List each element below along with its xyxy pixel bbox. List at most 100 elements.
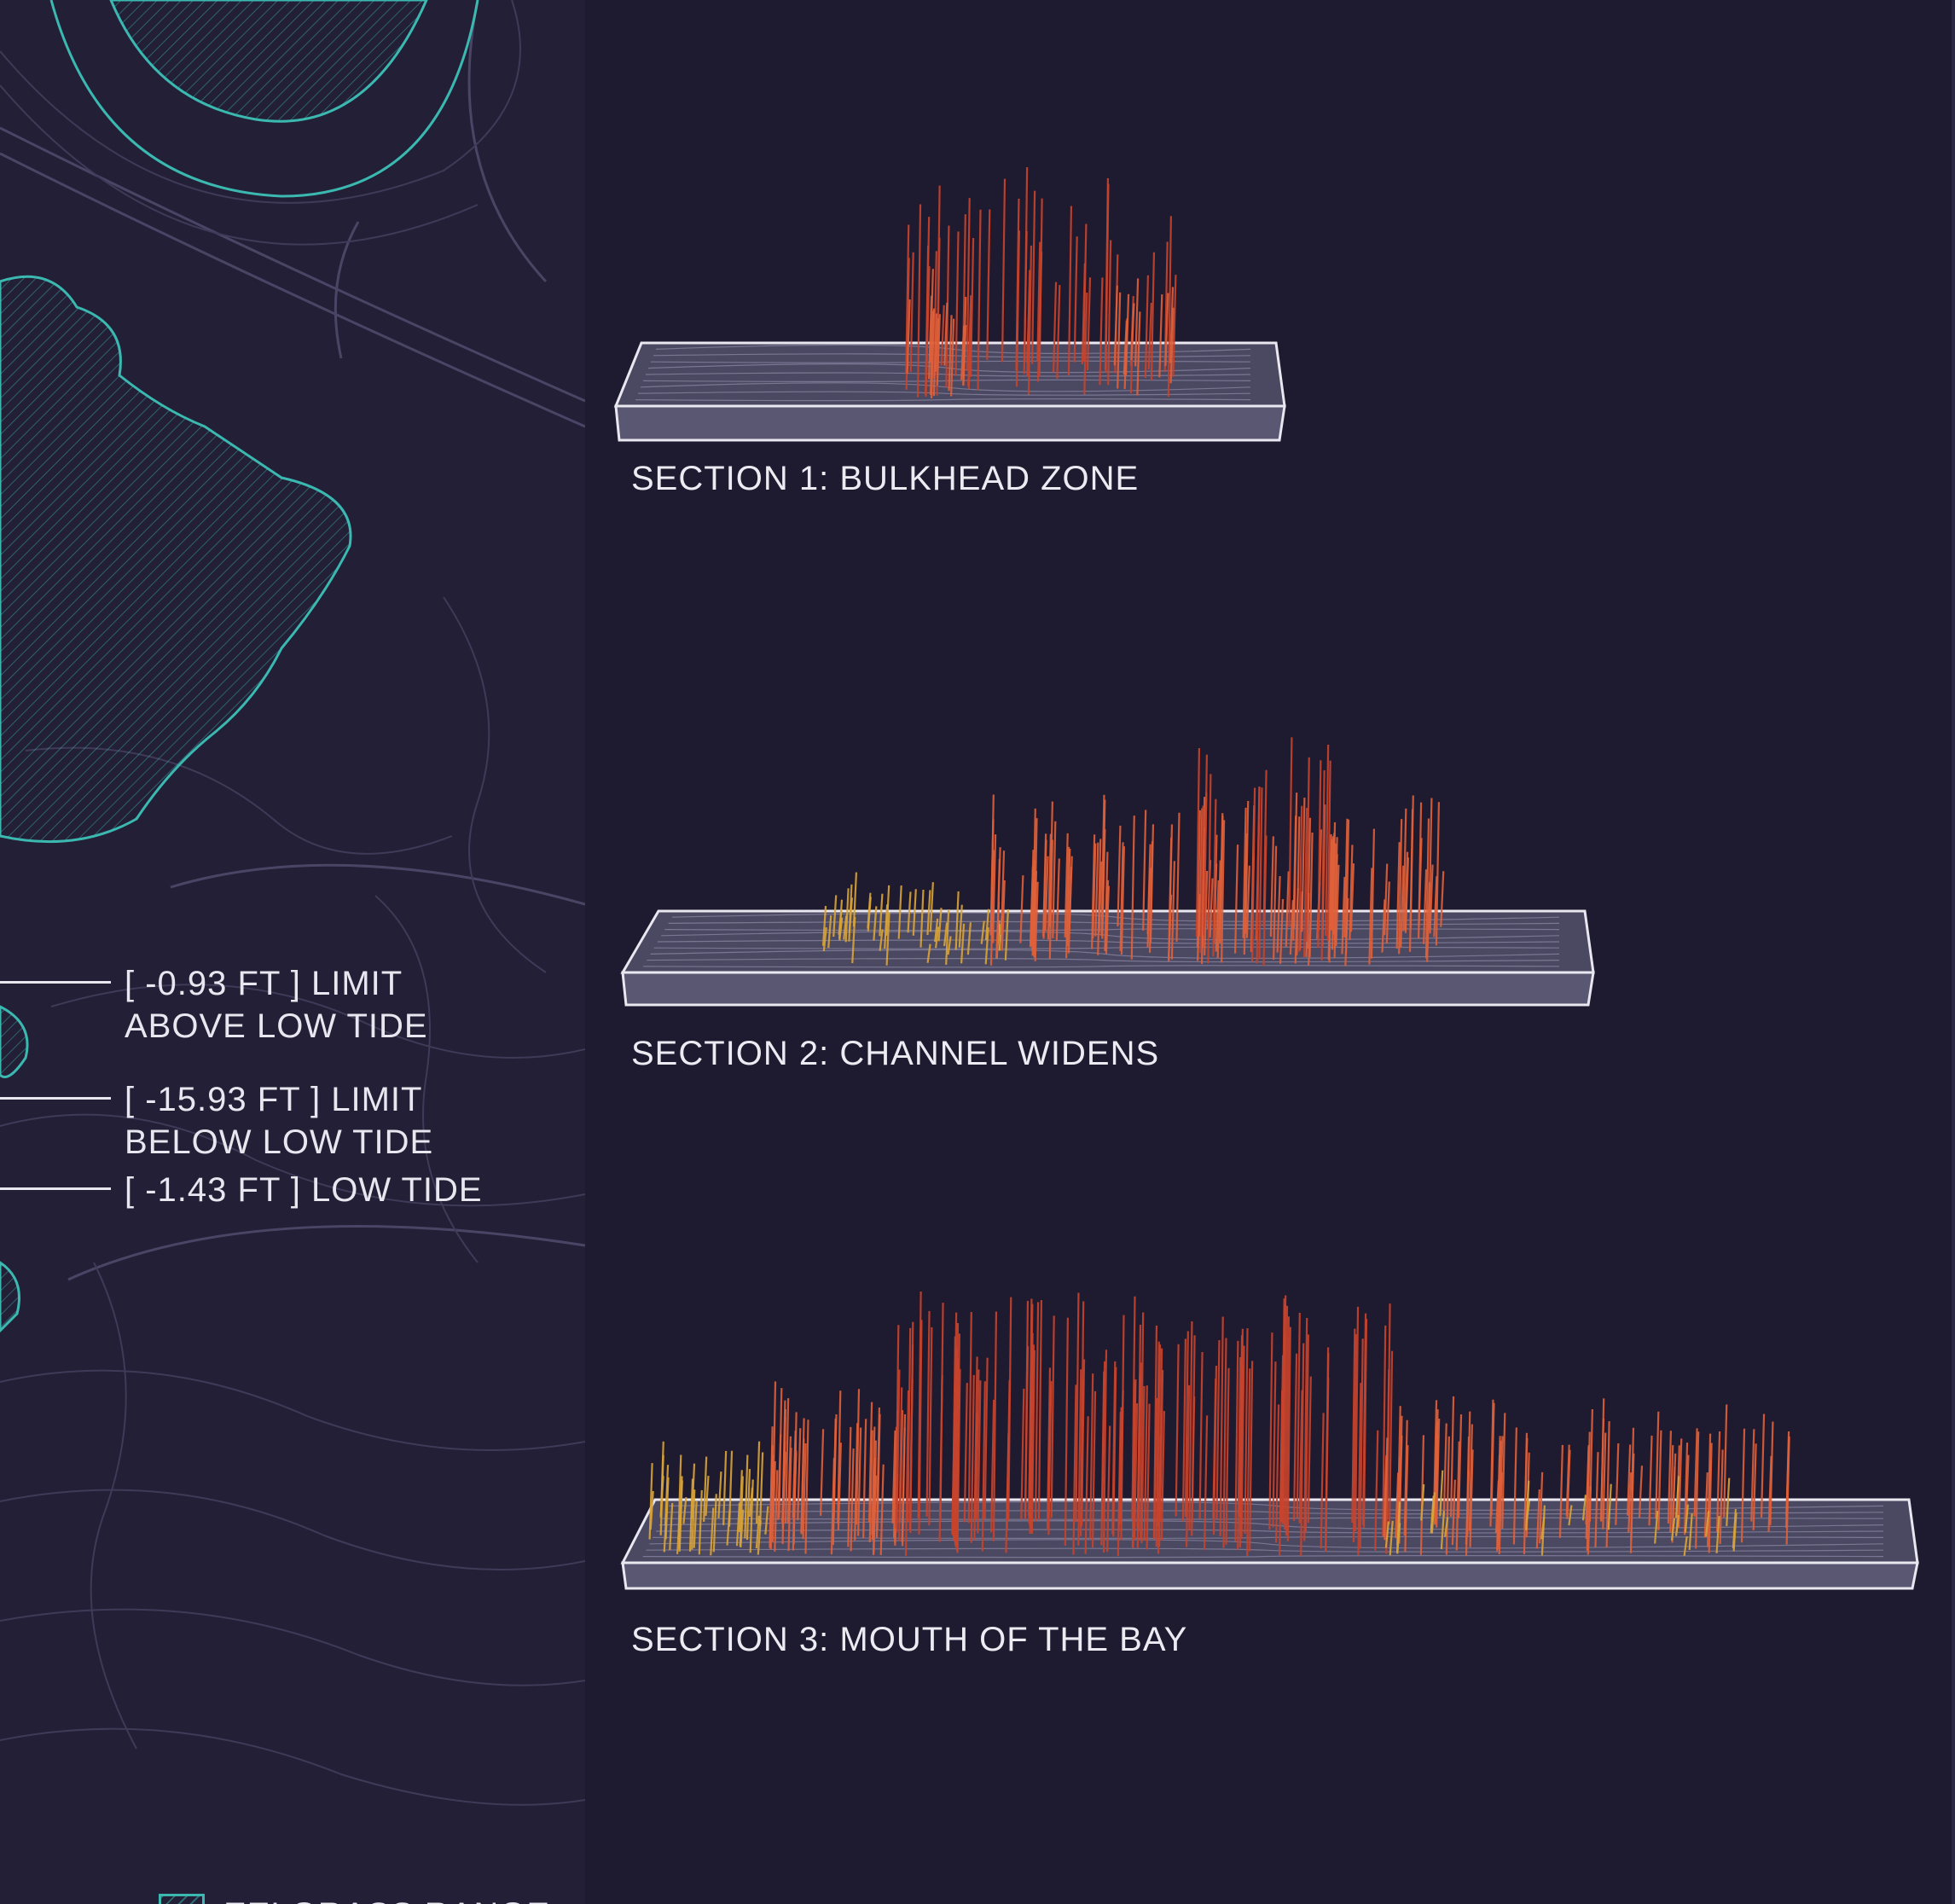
depth-bar <box>1615 1443 1620 1525</box>
depth-bar <box>703 1456 708 1523</box>
depth-bar <box>785 1398 790 1524</box>
depth-bar <box>1667 1431 1673 1524</box>
depth-bar <box>804 1419 809 1554</box>
depth-bar <box>1672 1453 1677 1518</box>
depth-bar <box>1395 842 1401 949</box>
depth-bar <box>1404 1445 1409 1553</box>
depth-bar <box>1429 864 1434 934</box>
slab-contour <box>647 958 1560 963</box>
tide-marker-line-1: [ -0.93 FT ] LIMIT <box>125 965 403 1002</box>
eelgrass-range-main <box>0 275 352 844</box>
depth-bar <box>1279 898 1285 964</box>
depth-bar <box>778 1388 783 1518</box>
depth-bar <box>698 1489 703 1555</box>
depth-bar <box>1326 760 1331 942</box>
depth-bar <box>967 302 972 390</box>
depth-bar <box>757 1520 762 1555</box>
depth-bar <box>862 1419 867 1539</box>
depth-bar <box>1272 1361 1277 1528</box>
depth-bar <box>1274 1404 1280 1543</box>
depth-bar <box>925 1310 931 1517</box>
depth-bar <box>1215 1340 1221 1519</box>
depth-bar <box>1384 863 1389 936</box>
depth-bar <box>1172 275 1177 377</box>
depth-bar <box>1354 1306 1360 1531</box>
depth-bar <box>854 1423 859 1541</box>
depth-bar <box>1705 1511 1710 1537</box>
depth-bar <box>1131 1296 1136 1519</box>
depth-bar <box>1031 190 1036 364</box>
slab-contour <box>643 965 1560 968</box>
depth-bar <box>936 314 941 386</box>
depth-bar <box>1131 1380 1137 1548</box>
depth-bar <box>1785 1436 1790 1545</box>
depth-bar <box>649 1490 654 1530</box>
depth-bar <box>1209 878 1214 938</box>
depth-bar <box>1030 1350 1036 1535</box>
depth-bar <box>1246 1368 1251 1556</box>
depth-bar <box>1418 838 1423 927</box>
depth-bar <box>1269 836 1274 937</box>
depth-bar <box>943 302 948 366</box>
depth-bar <box>792 1431 797 1518</box>
depth-bar <box>1715 1516 1720 1553</box>
depth-bar <box>1330 841 1335 931</box>
depth-bar <box>1083 292 1088 395</box>
depth-bar <box>977 209 982 391</box>
depth-bar <box>1435 802 1441 946</box>
depth-bar <box>1678 1438 1683 1528</box>
depth-bar <box>908 1344 914 1531</box>
depth-bar <box>690 1463 696 1519</box>
depth-bar <box>1140 1312 1145 1540</box>
depth-bar <box>1535 1489 1540 1549</box>
depth-bar <box>855 1389 861 1525</box>
depth-bar <box>1158 294 1163 378</box>
depth-bar <box>1289 900 1294 955</box>
depth-bar <box>691 1489 696 1550</box>
depth-bar <box>963 1383 968 1523</box>
depth-bar <box>740 1509 745 1547</box>
tide-marker-line-1: [ -1.43 FT ] LOW TIDE <box>125 1171 483 1209</box>
depth-bar <box>1726 1477 1731 1527</box>
depth-bar <box>990 1399 995 1533</box>
depth-bar <box>939 1303 944 1519</box>
depth-bar <box>822 926 827 952</box>
depth-bar <box>1164 293 1169 367</box>
depth-bar <box>1150 252 1156 380</box>
depth-bar <box>966 922 972 955</box>
tide-marker-line <box>0 1187 111 1190</box>
depth-bar <box>1395 1472 1400 1539</box>
depth-bar <box>1094 842 1099 937</box>
depth-bar <box>1123 320 1128 375</box>
depth-bar <box>1732 1512 1737 1552</box>
depth-bar <box>1086 277 1092 371</box>
depth-bar <box>710 1507 715 1556</box>
depth-bar <box>1674 1476 1680 1518</box>
depth-bar <box>1212 798 1217 957</box>
depth-bar <box>1402 808 1407 932</box>
depth-bar <box>1607 1483 1612 1530</box>
depth-bar <box>1495 1454 1501 1552</box>
depth-bar <box>1723 1404 1728 1518</box>
depth-bar <box>1239 1328 1244 1548</box>
depth-bar <box>1245 865 1250 938</box>
depth-bar <box>956 1369 961 1553</box>
depth-bar <box>1216 860 1221 959</box>
depth-bar <box>1683 1535 1688 1557</box>
depth-bar <box>1221 820 1226 963</box>
depth-bar <box>1286 1326 1291 1541</box>
depth-bar <box>852 872 858 927</box>
depth-bar <box>1119 842 1124 952</box>
depth-bar <box>1044 856 1049 932</box>
depth-bar <box>1654 1510 1659 1544</box>
depth-bar <box>1398 1415 1403 1544</box>
depth-bar <box>1207 774 1212 964</box>
depth-bar <box>1285 871 1290 948</box>
depth-bar <box>712 1494 717 1553</box>
depth-bar <box>1175 812 1181 942</box>
depth-bar <box>1001 178 1007 363</box>
depth-bar <box>986 209 991 360</box>
depth-bar <box>1170 861 1175 960</box>
depth-bar <box>1627 1472 1633 1533</box>
depth-bar <box>1451 1479 1456 1546</box>
